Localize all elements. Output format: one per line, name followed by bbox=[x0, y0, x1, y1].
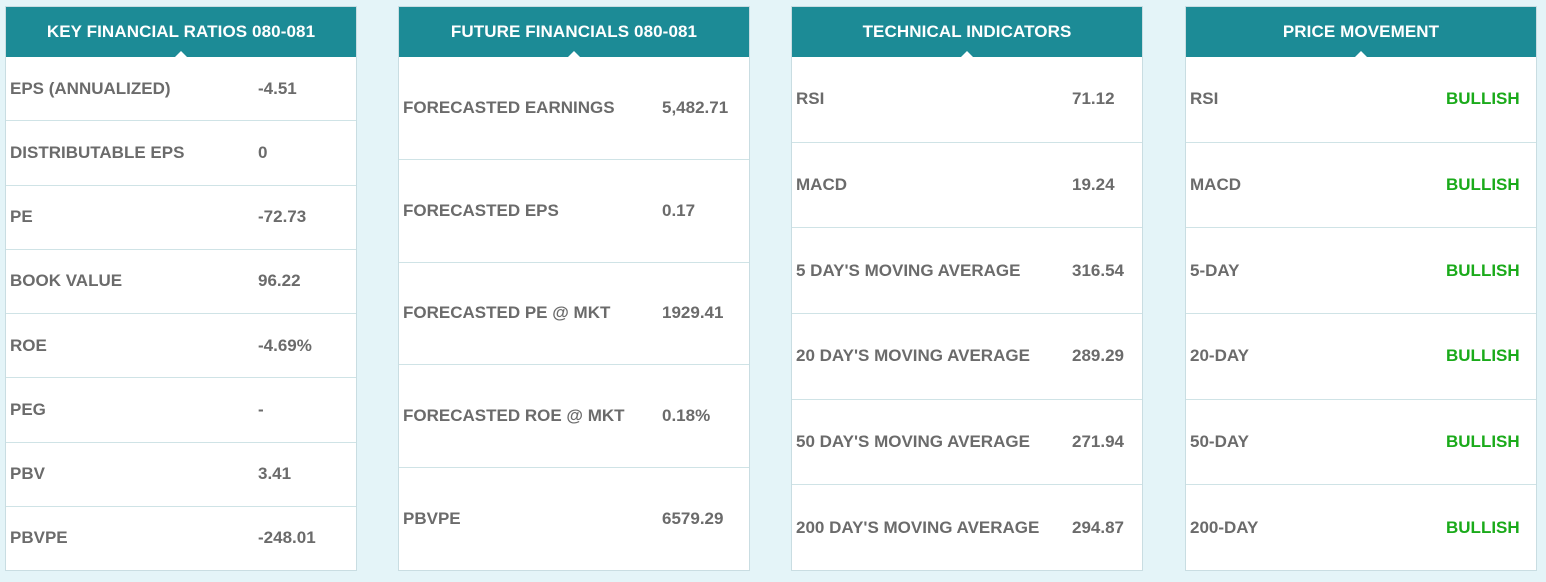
row-value: -4.51 bbox=[258, 78, 297, 98]
row-label: 5-DAY bbox=[1190, 260, 1240, 280]
row-label: FORECASTED EARNINGS bbox=[403, 97, 615, 117]
table-row: RSI BULLISH bbox=[1186, 57, 1536, 143]
table-row: BOOK VALUE 96.22 bbox=[6, 250, 356, 314]
table-row: FORECASTED ROE @ MKT 0.18% bbox=[399, 365, 749, 469]
card-rows: FORECASTED EARNINGS 5,482.71 FORECASTED E… bbox=[399, 57, 749, 570]
row-value: 71.12 bbox=[1072, 89, 1115, 109]
row-value: -248.01 bbox=[258, 528, 316, 548]
table-row: ROE -4.69% bbox=[6, 314, 356, 379]
row-value: 0.17 bbox=[662, 200, 696, 220]
row-value: 6579.29 bbox=[662, 509, 724, 529]
row-value: 289.29 bbox=[1072, 346, 1124, 366]
row-label: 5 DAY'S MOVING AVERAGE bbox=[796, 260, 1021, 280]
header-notch bbox=[1354, 51, 1368, 58]
table-row: PBVPE -248.01 bbox=[6, 507, 356, 570]
row-label: MACD bbox=[1190, 175, 1241, 194]
row-value: 271.94 bbox=[1072, 432, 1124, 452]
row-value: 0 bbox=[258, 142, 268, 162]
status-badge: BULLISH bbox=[1446, 346, 1520, 366]
card-header: PRICE MOVEMENT bbox=[1186, 7, 1536, 58]
price-movement-card: PRICE MOVEMENT RSI BULLISH MACD BULLISH 5-… bbox=[1185, 6, 1537, 571]
table-row: 20 DAY'S MOVING AVERAGE 289.29 bbox=[792, 314, 1142, 400]
row-label: PBV bbox=[10, 464, 45, 484]
row-value: 96.22 bbox=[258, 271, 301, 291]
row-value: 19.24 bbox=[1072, 175, 1115, 194]
row-label: 20-DAY bbox=[1190, 346, 1249, 366]
row-label: PE bbox=[10, 207, 33, 227]
row-value: -4.69% bbox=[258, 335, 312, 355]
key-financial-ratios-card: KEY FINANCIAL RATIOS 080-081 EPS (ANNUAL… bbox=[5, 6, 357, 571]
row-label: FORECASTED ROE @ MKT bbox=[403, 406, 625, 426]
table-row: FORECASTED EPS 0.17 bbox=[399, 160, 749, 263]
row-value: 1929.41 bbox=[662, 303, 724, 323]
table-row: 5-DAY BULLISH bbox=[1186, 228, 1536, 315]
card-header: FUTURE FINANCIALS 080-081 bbox=[399, 7, 749, 58]
row-value: -72.73 bbox=[258, 207, 307, 227]
card-title: KEY FINANCIAL RATIOS 080-081 bbox=[46, 22, 316, 41]
row-value: 3.41 bbox=[258, 464, 292, 484]
row-label: FORECASTED PE @ MKT bbox=[403, 303, 611, 323]
status-badge: BULLISH bbox=[1446, 517, 1520, 537]
card-title: TECHNICAL INDICATORS bbox=[862, 22, 1072, 41]
table-row: 5 DAY'S MOVING AVERAGE 316.54 bbox=[792, 228, 1142, 315]
table-row: FORECASTED EARNINGS 5,482.71 bbox=[399, 57, 749, 160]
row-label: EPS (ANNUALIZED) bbox=[10, 78, 171, 98]
table-row: 50-DAY BULLISH bbox=[1186, 400, 1536, 486]
header-notch bbox=[960, 51, 974, 58]
table-row: 200 DAY'S MOVING AVERAGE 294.87 bbox=[792, 485, 1142, 570]
card-rows: RSI BULLISH MACD BULLISH 5-DAY BULLISH 20-D… bbox=[1186, 57, 1536, 570]
card-header: KEY FINANCIAL RATIOS 080-081 bbox=[6, 7, 356, 58]
row-label: 50 DAY'S MOVING AVERAGE bbox=[796, 432, 1030, 452]
row-value: 316.54 bbox=[1072, 260, 1124, 280]
row-value: - bbox=[258, 399, 264, 419]
table-row: MACD BULLISH bbox=[1186, 143, 1536, 229]
table-row: EPS (ANNUALIZED) -4.51 bbox=[6, 57, 356, 122]
card-rows: RSI 71.12 MACD 19.24 5 DAY'S MOVING AVERAG… bbox=[792, 57, 1142, 570]
row-label: BOOK VALUE bbox=[10, 271, 123, 291]
card-title: FUTURE FINANCIALS 080-081 bbox=[450, 22, 698, 41]
card-title: PRICE MOVEMENT bbox=[1282, 22, 1440, 41]
row-value: 0.18% bbox=[662, 406, 711, 426]
table-row: 200-DAY BULLISH bbox=[1186, 485, 1536, 570]
table-row: 50 DAY'S MOVING AVERAGE 271.94 bbox=[792, 400, 1142, 486]
table-row: PBVPE 6579.29 bbox=[399, 468, 749, 570]
status-badge: BULLISH bbox=[1446, 89, 1520, 109]
table-row: PBV 3.41 bbox=[6, 443, 356, 507]
table-row: MACD 19.24 bbox=[792, 143, 1142, 229]
row-label: RSI bbox=[796, 89, 825, 109]
header-notch bbox=[567, 51, 581, 58]
table-row: RSI 71.12 bbox=[792, 57, 1142, 143]
row-label: 200-DAY bbox=[1190, 517, 1259, 537]
row-label: FORECASTED EPS bbox=[403, 200, 559, 220]
card-rows: EPS (ANNUALIZED) -4.51 DISTRIBUTABLE EPS 0… bbox=[6, 57, 356, 570]
status-badge: BULLISH bbox=[1446, 432, 1520, 452]
row-value: 5,482.71 bbox=[662, 97, 729, 117]
table-row: PEG - bbox=[6, 378, 356, 443]
future-financials-card: FUTURE FINANCIALS 080-081 FORECASTED EAR… bbox=[398, 6, 750, 571]
row-label: PEG bbox=[10, 399, 46, 419]
row-label: 20 DAY'S MOVING AVERAGE bbox=[796, 346, 1030, 366]
status-badge: BULLISH bbox=[1446, 260, 1520, 280]
status-badge: BULLISH bbox=[1446, 175, 1520, 194]
row-label: ROE bbox=[10, 335, 47, 355]
table-row: DISTRIBUTABLE EPS 0 bbox=[6, 121, 356, 186]
table-row: 20-DAY BULLISH bbox=[1186, 314, 1536, 400]
row-label: 50-DAY bbox=[1190, 432, 1249, 452]
table-row: FORECASTED PE @ MKT 1929.41 bbox=[399, 263, 749, 366]
technical-indicators-card: TECHNICAL INDICATORS RSI 71.12 MACD 19.24 … bbox=[791, 6, 1143, 571]
row-label: PBVPE bbox=[403, 509, 461, 529]
header-notch bbox=[174, 51, 188, 58]
row-label: MACD bbox=[796, 175, 847, 194]
row-label: 200 DAY'S MOVING AVERAGE bbox=[796, 517, 1040, 537]
row-label: PBVPE bbox=[10, 528, 68, 548]
row-value: 294.87 bbox=[1072, 517, 1124, 537]
card-header: TECHNICAL INDICATORS bbox=[792, 7, 1142, 58]
row-label: RSI bbox=[1190, 89, 1219, 109]
table-row: PE -72.73 bbox=[6, 186, 356, 250]
row-label: DISTRIBUTABLE EPS bbox=[10, 142, 185, 162]
